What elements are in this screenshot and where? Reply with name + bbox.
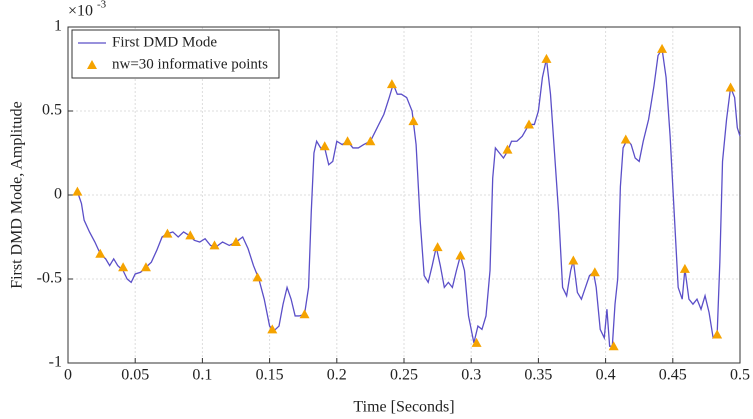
marker [679, 263, 690, 273]
plot-frame [67, 26, 741, 364]
legend-box [71, 29, 280, 79]
x-tick-label: 0 [64, 367, 72, 384]
x-tick-label: 0.15 [256, 367, 284, 384]
marker [386, 79, 397, 89]
y-multiplier-power: -3 [97, 0, 107, 11]
x-tick-label: 0.3 [461, 367, 481, 384]
marker [568, 255, 579, 265]
marker [471, 337, 482, 347]
marker [267, 324, 278, 334]
y-tick-label: 0 [54, 186, 62, 203]
marker [432, 242, 443, 252]
series-line [76, 46, 741, 347]
legend-marker [87, 60, 97, 69]
y-multiplier-base: ×10 [68, 3, 93, 20]
marker [162, 228, 173, 238]
x-tick-label: 0.4 [596, 367, 616, 384]
marker [95, 248, 106, 258]
marker [72, 186, 83, 196]
marker [319, 141, 330, 151]
x-tick-label: 0.5 [730, 367, 750, 384]
y-tick-label: -1 [49, 354, 62, 371]
y-axis-label: First DMD Mode, Amplitude [9, 101, 26, 289]
marker [408, 116, 419, 126]
marker [252, 272, 263, 282]
x-tick-label: 0.45 [659, 367, 687, 384]
y-tick-label: -0.5 [37, 270, 62, 287]
marker [523, 119, 534, 129]
marker [365, 136, 376, 146]
marker [140, 262, 151, 272]
marker [589, 267, 600, 277]
x-tick-label: 0.25 [390, 367, 418, 384]
marker [209, 240, 220, 250]
x-tick-label: 0.35 [524, 367, 552, 384]
legend-label: First DMD Mode [112, 34, 217, 50]
marker [231, 237, 241, 247]
x-tick-label: 0.2 [327, 367, 347, 384]
marker [342, 136, 353, 146]
marker [620, 134, 631, 144]
marker [299, 309, 310, 319]
y-tick-label: 1 [54, 18, 62, 35]
y-tick-label: 0.5 [42, 102, 62, 119]
marker [455, 250, 466, 260]
marker [118, 262, 129, 272]
marker [657, 43, 668, 53]
x-tick-label: 0.05 [121, 367, 149, 384]
x-axis-label: Time [Seconds] [353, 399, 454, 416]
marker [712, 329, 723, 339]
legend-label: nw=30 informative points [112, 56, 268, 72]
marker [502, 144, 513, 154]
marker [541, 53, 552, 63]
x-tick-label: 0.1 [192, 367, 212, 384]
marker [725, 82, 736, 92]
marker [185, 230, 196, 240]
marker [608, 341, 619, 351]
